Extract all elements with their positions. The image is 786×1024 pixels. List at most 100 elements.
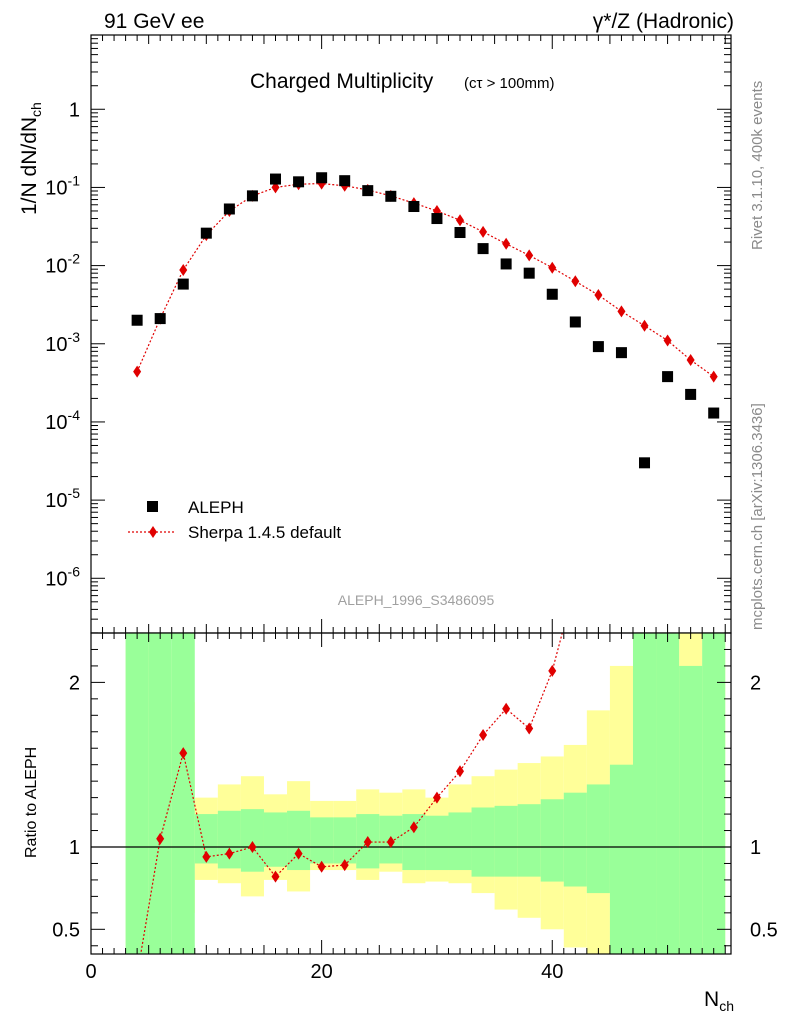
aleph-point bbox=[339, 175, 351, 187]
source-info-label: mcplots.cern.ch [arXiv:1306.3436] bbox=[749, 403, 766, 630]
aleph-point bbox=[154, 313, 166, 325]
ratio-point bbox=[179, 747, 188, 760]
ratio-point bbox=[386, 836, 395, 849]
main-data-layer bbox=[131, 172, 720, 469]
y-tick-label-base: 10 bbox=[45, 177, 67, 199]
y-tick-label-main: 10-3 bbox=[45, 329, 80, 356]
y-tick-label-ratio: 2 bbox=[69, 672, 80, 694]
main-panel: 110-110-210-310-410-510-6 Charged Multip… bbox=[18, 34, 732, 634]
y-tick-label-base: 10 bbox=[45, 568, 67, 590]
y-tick-label-ratio: 1 bbox=[69, 837, 80, 859]
ratio-axes: 0 20 40 0.5 0.5 1 1 2 2 bbox=[52, 632, 778, 983]
y-axis-label-subscript: ch bbox=[28, 102, 44, 117]
sherpa-point bbox=[456, 214, 465, 227]
ratio-point bbox=[248, 841, 257, 853]
uncertainty-band-green bbox=[656, 633, 680, 954]
ratio-point bbox=[202, 850, 211, 863]
ratio-point bbox=[133, 969, 141, 981]
aleph-point bbox=[662, 371, 674, 383]
aleph-point bbox=[408, 201, 420, 213]
uncertainty-band-green bbox=[471, 807, 495, 877]
uncertainty-band-green bbox=[148, 633, 172, 954]
uncertainty-band-green bbox=[194, 814, 218, 864]
legend-marker-aleph bbox=[147, 501, 158, 512]
uncertainty-band-green bbox=[333, 817, 357, 864]
y-tick-label-exponent: -4 bbox=[68, 407, 81, 423]
y-tick-label-exponent: -2 bbox=[68, 251, 81, 267]
ratio-point bbox=[525, 722, 534, 735]
ratio-panel-frame bbox=[90, 632, 732, 955]
uncertainty-band-green bbox=[517, 804, 541, 877]
aleph-point bbox=[546, 288, 558, 300]
main-axes: 110-110-210-310-410-510-6 bbox=[45, 35, 731, 634]
aleph-point bbox=[385, 190, 397, 202]
y-tick-label-main: 10-6 bbox=[45, 563, 80, 590]
legend-label-aleph: ALEPH bbox=[188, 498, 244, 517]
y-tick-label-base: 1 bbox=[69, 99, 80, 121]
sherpa-point bbox=[594, 289, 603, 302]
sherpa-point bbox=[179, 263, 188, 276]
uncertainty-band-green bbox=[609, 764, 633, 954]
aleph-point bbox=[500, 258, 512, 270]
ratio-point bbox=[225, 847, 234, 860]
y-tick-label-ratio: 0.5 bbox=[52, 919, 80, 941]
ratio-point bbox=[548, 664, 557, 677]
ratio-series-line bbox=[140, 633, 563, 954]
ratio-point bbox=[479, 729, 488, 742]
header-process-title: γ*/Z (Hadronic) bbox=[593, 10, 734, 33]
aleph-point bbox=[477, 243, 489, 255]
y-tick-label-exponent: -6 bbox=[68, 563, 81, 579]
uncertainty-band-green bbox=[425, 815, 449, 871]
aleph-point bbox=[431, 213, 443, 225]
aleph-point bbox=[454, 227, 466, 239]
aleph-point bbox=[708, 407, 720, 419]
aleph-point bbox=[316, 172, 328, 184]
uncertainty-band-green bbox=[125, 633, 149, 954]
ratio-point bbox=[317, 860, 326, 873]
ratio-point bbox=[363, 836, 372, 849]
uncertainty-band-green bbox=[310, 817, 334, 864]
x-axis-label-subscript: ch bbox=[719, 998, 734, 1014]
ratio-point bbox=[456, 765, 465, 778]
uncertainty-band-green bbox=[240, 809, 264, 872]
uncertainty-band-green bbox=[217, 810, 241, 869]
ratio-point bbox=[294, 847, 303, 860]
uncertainty-band-green bbox=[679, 665, 703, 954]
x-axis-label: Nch bbox=[704, 988, 734, 1014]
y-tick-label-exponent: -3 bbox=[68, 329, 81, 345]
aleph-point bbox=[177, 278, 189, 290]
main-panel-frame bbox=[90, 34, 732, 634]
header-process-label: 91 GeV ee bbox=[104, 10, 204, 33]
sherpa-point bbox=[133, 365, 142, 378]
aleph-point bbox=[615, 347, 627, 359]
uncertainty-band-green bbox=[287, 810, 311, 871]
sherpa-point bbox=[571, 275, 580, 288]
y-tick-label-base: 10 bbox=[45, 412, 67, 434]
uncertainty-band-green bbox=[632, 633, 657, 954]
y-tick-label-exponent: -5 bbox=[68, 485, 81, 501]
sherpa-point bbox=[709, 370, 718, 383]
sherpa-point bbox=[525, 249, 534, 262]
ratio-y-axis-label: Ratio to ALEPH bbox=[23, 747, 40, 858]
y-tick-label-main: 10-2 bbox=[45, 251, 80, 278]
legend: ALEPH Sherpa 1.4.5 default bbox=[128, 498, 341, 542]
main-y-axis-label: 1/N dN/dNch bbox=[18, 102, 44, 215]
sherpa-point bbox=[479, 225, 488, 238]
y-axis-label-text: 1/N dN/dN bbox=[18, 117, 41, 215]
x-tick-label: 20 bbox=[311, 961, 333, 983]
y-tick-label-ratio-right: 1 bbox=[750, 837, 761, 859]
ratio-point bbox=[432, 791, 441, 804]
aleph-point bbox=[270, 173, 282, 185]
y-tick-label-main: 10-1 bbox=[45, 172, 80, 199]
main-title-suffix: (cτ > 100mm) bbox=[464, 75, 555, 92]
ratio-point bbox=[409, 821, 418, 834]
uncertainty-band-green bbox=[448, 812, 472, 871]
aleph-point bbox=[131, 314, 143, 326]
ratio-point bbox=[340, 859, 349, 872]
y-tick-label-main: 10-4 bbox=[45, 407, 80, 434]
uncertainty-band-green bbox=[494, 805, 518, 877]
ratio-point bbox=[271, 870, 280, 883]
svg-text:1/N dN/dNch: 1/N dN/dNch bbox=[18, 102, 44, 215]
uncertainty-band-green bbox=[563, 792, 587, 887]
